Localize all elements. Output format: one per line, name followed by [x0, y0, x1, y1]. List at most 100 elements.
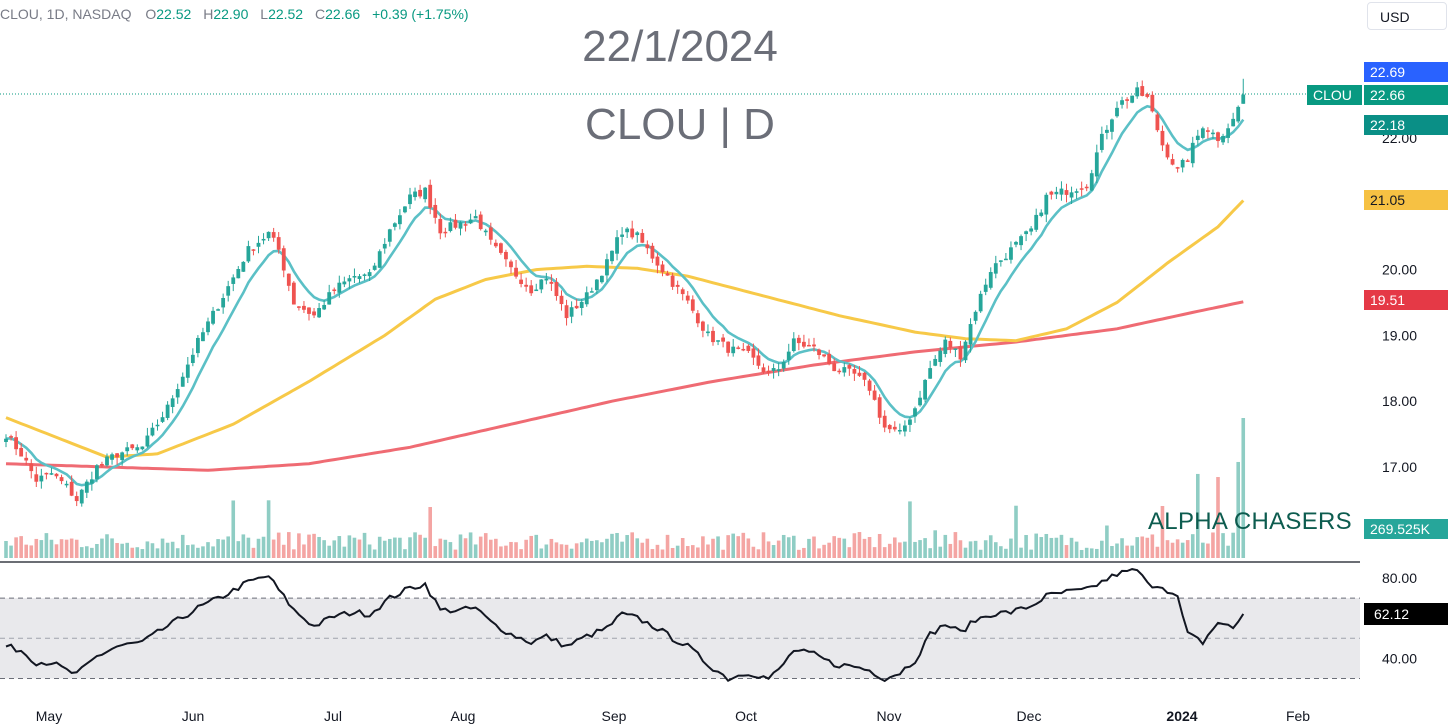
candle-body	[716, 340, 720, 342]
volume-bar	[231, 500, 236, 558]
volume-bar	[534, 534, 539, 558]
candle	[458, 221, 463, 236]
volume-bar	[655, 544, 660, 558]
candle-body	[24, 457, 29, 461]
candle	[1236, 105, 1241, 124]
volume-bar	[584, 538, 589, 558]
candle	[1094, 144, 1099, 184]
candle-body	[74, 496, 79, 502]
volume-bar	[877, 533, 882, 558]
candle-body	[988, 272, 993, 288]
candle	[413, 187, 417, 201]
candle-body	[468, 219, 473, 224]
candle-body	[352, 276, 357, 278]
candle-body	[499, 243, 503, 253]
candle	[175, 383, 180, 404]
volume-bar	[564, 544, 569, 558]
candle	[246, 240, 251, 263]
candle	[231, 274, 236, 292]
candle-body	[933, 358, 938, 366]
open-label: O	[145, 6, 157, 22]
candle-body	[1195, 135, 1200, 141]
candle-body	[882, 415, 887, 428]
candle-body	[928, 368, 933, 379]
candle	[1135, 81, 1140, 99]
candle-body	[276, 237, 281, 250]
volume-bar	[79, 547, 84, 558]
candle-body	[286, 273, 291, 286]
volume-bar	[367, 544, 372, 558]
volume-bar	[670, 547, 675, 558]
volume-bar	[468, 532, 473, 558]
volume-bar	[463, 538, 468, 558]
candle-body	[908, 419, 912, 425]
volume-bar	[34, 538, 39, 558]
volume-bar	[837, 537, 842, 558]
candle	[337, 275, 342, 298]
candle-body	[594, 279, 599, 291]
volume-bar	[867, 537, 872, 558]
candle	[539, 279, 544, 294]
candle	[897, 423, 902, 435]
volume-bar	[251, 547, 256, 558]
candle	[680, 287, 685, 301]
close-label: C	[315, 6, 326, 22]
candle-body	[115, 453, 119, 458]
candle-body	[504, 251, 508, 260]
candle	[1195, 129, 1200, 146]
volume-bar	[797, 549, 801, 558]
candle-body	[473, 216, 478, 219]
volume-bar	[1150, 534, 1155, 558]
currency-button[interactable]: USD	[1367, 2, 1447, 30]
candle	[266, 231, 271, 242]
volume-bar	[968, 541, 973, 558]
volume-bar	[665, 534, 670, 558]
candle-body	[291, 282, 296, 305]
candle	[89, 471, 94, 491]
candle	[1241, 78, 1246, 104]
candle	[534, 283, 539, 292]
volume-bar	[377, 536, 382, 558]
volume-bar	[1064, 545, 1069, 558]
volume-bar	[44, 533, 49, 558]
volume-bar	[382, 540, 387, 558]
candle-body	[600, 275, 604, 283]
candle	[74, 491, 79, 507]
candle-body	[993, 263, 998, 274]
candle	[983, 278, 988, 296]
candle	[1145, 92, 1150, 99]
candle-body	[771, 368, 776, 371]
volume-bar	[307, 534, 311, 558]
candle	[1049, 190, 1054, 200]
volume-bar	[292, 549, 296, 558]
candle	[817, 348, 821, 360]
volume-bar	[579, 542, 584, 558]
candle-body	[14, 437, 18, 450]
candles	[4, 78, 1246, 507]
candle	[509, 259, 513, 274]
volume-bar	[1034, 533, 1038, 558]
candle	[448, 217, 453, 233]
volume-bar	[1024, 535, 1028, 558]
candle-body	[751, 348, 756, 358]
candle-body	[1155, 114, 1160, 131]
candle-body	[579, 302, 584, 308]
candle-body	[887, 425, 892, 430]
candle	[802, 334, 806, 349]
volume-bar	[342, 546, 347, 558]
candle	[241, 261, 246, 272]
candle-body	[403, 206, 407, 213]
candle-body	[847, 365, 852, 369]
candle-body	[852, 368, 857, 374]
candle	[771, 363, 776, 379]
candle	[297, 306, 301, 311]
candle-body	[867, 380, 872, 391]
candle-body	[105, 456, 109, 466]
candle-body	[251, 249, 256, 251]
candle-body	[49, 473, 54, 475]
high-value: 22.90	[213, 6, 249, 22]
volume-bar	[1120, 538, 1124, 558]
candle	[281, 245, 286, 278]
volume-bar	[337, 536, 342, 558]
